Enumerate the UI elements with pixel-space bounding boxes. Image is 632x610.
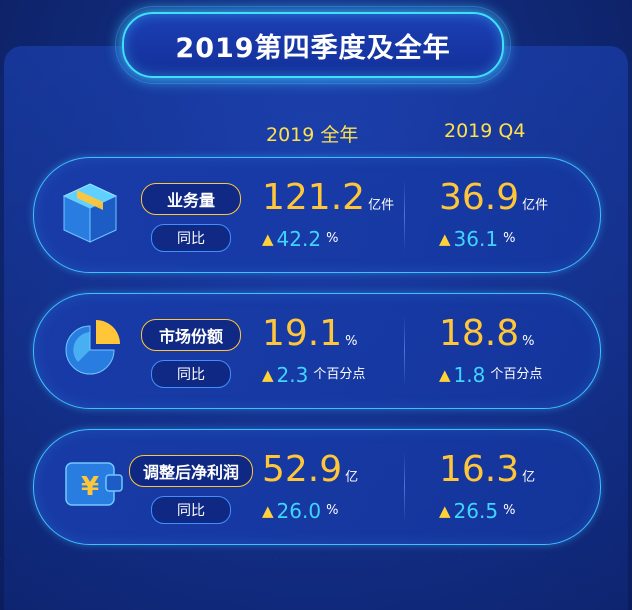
full-year-value: 121.2 亿件 <box>262 177 395 218</box>
q4-change: ▲ 26.5% <box>439 499 516 523</box>
yuan-wallet-icon: ¥ <box>64 457 126 515</box>
q4-change: ▲ 36.1% <box>439 227 516 251</box>
up-arrow-icon: ▲ <box>262 502 274 520</box>
column-divider <box>404 315 405 387</box>
full-year-change: ▲ 2.3 个百分点 <box>262 363 366 387</box>
q4-value: 36.9 亿件 <box>439 177 549 218</box>
metric-label: 业务量 <box>141 183 241 215</box>
svg-text:¥: ¥ <box>81 472 99 502</box>
up-arrow-icon: ▲ <box>439 366 451 384</box>
up-arrow-icon: ▲ <box>439 230 451 248</box>
metric-row-market-share: 市场份额 同比 19.1% ▲ 2.3 个百分点 18.8% ▲ 1.8 个百分点 <box>33 293 601 409</box>
full-year-change: ▲ 26.0% <box>262 499 339 523</box>
pie-chart-icon <box>64 318 124 382</box>
full-year-change: ▲ 42.2% <box>262 227 339 251</box>
q4-change: ▲ 1.8 个百分点 <box>439 363 543 387</box>
q4-value: 18.8% <box>439 313 535 354</box>
full-year-value: 19.1% <box>262 313 358 354</box>
metric-label: 调整后净利润 <box>129 455 253 487</box>
yoy-label: 同比 <box>151 496 231 524</box>
metric-row-net-profit: ¥ 调整后净利润 同比 52.9 亿 ▲ 26.0% 16.3 亿 ▲ 26.5% <box>33 429 601 545</box>
metric-row-volume: 业务量 同比 121.2 亿件 ▲ 42.2% 36.9 亿件 ▲ 36.1% <box>33 157 601 273</box>
column-header-full-year: 2019 全年 <box>266 124 359 146</box>
metric-label: 市场份额 <box>141 319 241 351</box>
yoy-label: 同比 <box>151 224 231 252</box>
column-divider <box>404 451 405 523</box>
up-arrow-icon: ▲ <box>262 230 274 248</box>
title-banner: 2019第四季度及全年 <box>115 6 511 84</box>
full-year-value: 52.9 亿 <box>262 449 359 490</box>
up-arrow-icon: ▲ <box>439 502 451 520</box>
column-header-q4: 2019 Q4 <box>444 120 526 142</box>
package-box-icon <box>60 180 120 250</box>
page-title: 2019第四季度及全年 <box>175 32 451 64</box>
column-divider <box>404 179 405 251</box>
up-arrow-icon: ▲ <box>262 366 274 384</box>
yoy-label: 同比 <box>151 360 231 388</box>
q4-value: 16.3 亿 <box>439 449 536 490</box>
